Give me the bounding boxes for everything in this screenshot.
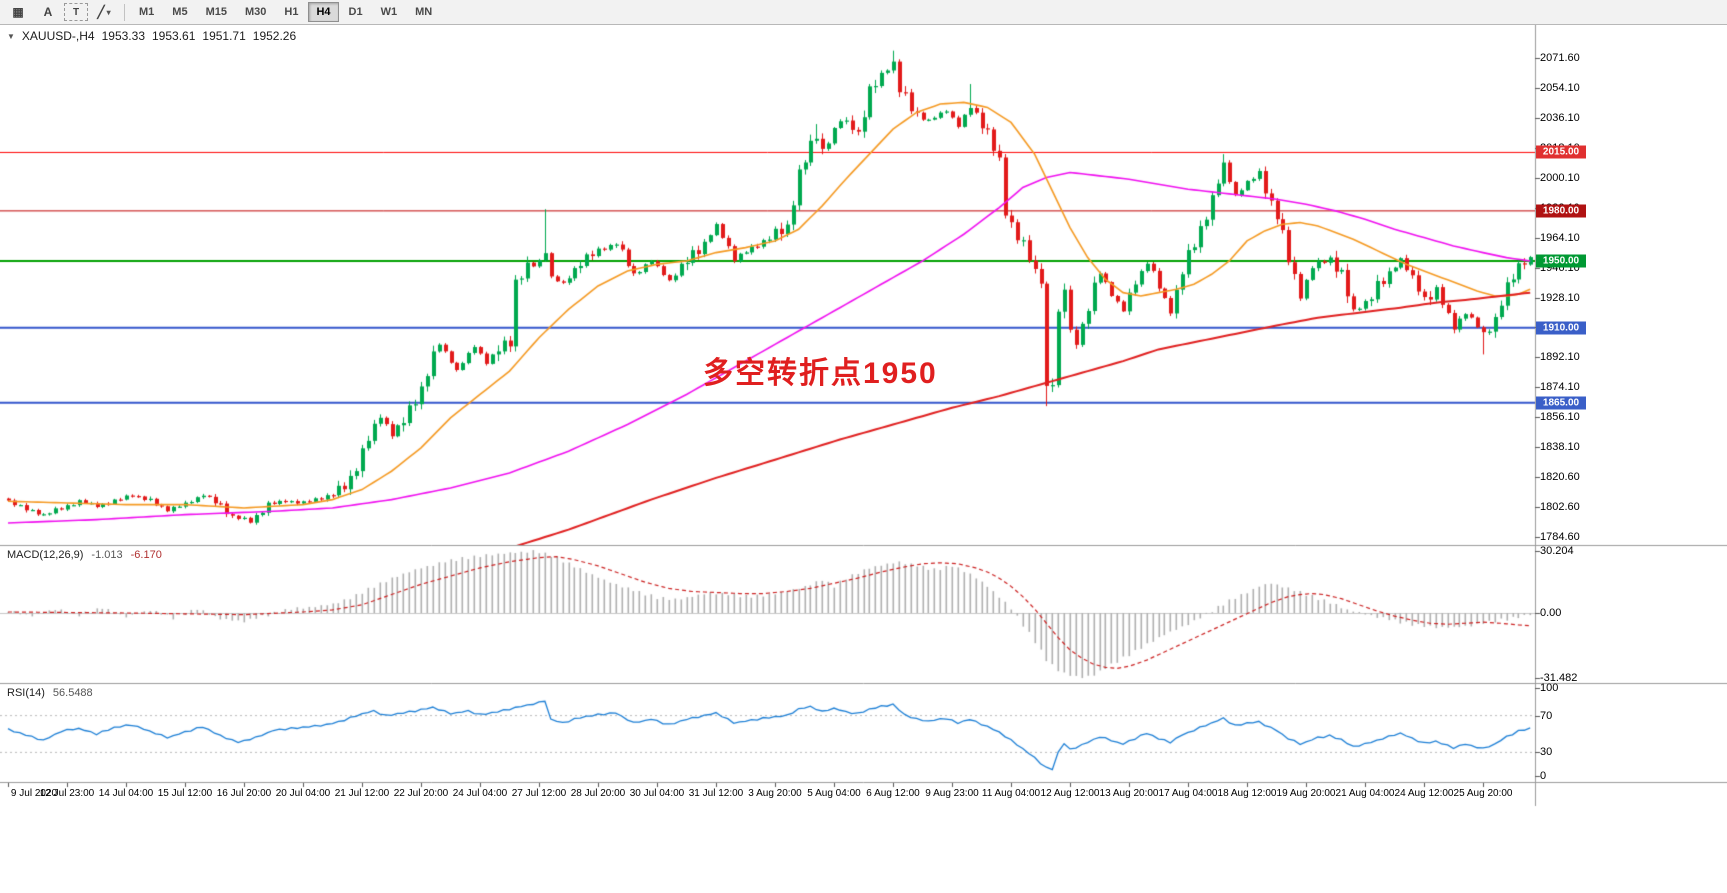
chart-annotation-text[interactable]: 多空转折点1950 <box>703 357 938 390</box>
time-axis-label: 17 Aug 04:00 <box>1158 788 1218 799</box>
price-axis-label: 1874.10 <box>1540 381 1580 394</box>
time-axis-label: 31 Jul 12:00 <box>688 788 744 799</box>
dropdown-caret-icon: ▾ <box>106 7 111 17</box>
timeframe-button-h1[interactable]: H1 <box>284 6 299 18</box>
macd-signal-value: -6.170 <box>130 549 162 561</box>
time-axis-label: 24 Aug 12:00 <box>1394 788 1454 799</box>
time-axis-label: 9 Jul 2020 <box>10 788 58 799</box>
timeframe-button-m30[interactable]: M30 <box>244 6 267 18</box>
grid-icon-button[interactable]: ▦ <box>12 5 24 19</box>
time-axis-label: 21 Aug 04:00 <box>1335 788 1395 799</box>
time-axis-label: 15 Jul 12:00 <box>157 788 213 799</box>
chart-tools-group: ▦ A T ╱ ▾ <box>4 2 118 23</box>
timeframe-button-d1[interactable]: D1 <box>348 6 363 18</box>
time-axis-label: 22 Jul 20:00 <box>393 788 449 799</box>
macd-indicator-label: MACD(12,26,9) -1.013 -6.170 <box>7 549 162 561</box>
macd-name: MACD(12,26,9) <box>7 549 84 561</box>
time-axis-label: 3 Aug 20:00 <box>748 788 802 799</box>
price-line-tag[interactable]: 1910.00 <box>1536 321 1586 335</box>
time-axis-label: 12 Aug 12:00 <box>1040 788 1100 799</box>
timeframe-button-w1[interactable]: W1 <box>380 6 398 18</box>
rsi-indicator-label: RSI(14) 56.5488 <box>7 687 93 699</box>
bar-low-value: 1951.71 <box>202 29 246 43</box>
time-axis-label: 16 Jul 20:00 <box>216 788 272 799</box>
price-axis-label: 2036.10 <box>1540 111 1580 124</box>
time-axis-label: 30 Jul 04:00 <box>629 788 685 799</box>
rsi-value: 56.5488 <box>52 687 93 699</box>
chart-symbol-timeframe: XAUUSD-,H4 <box>21 29 95 43</box>
symbol-dropdown-icon[interactable]: ▼ <box>7 31 15 41</box>
time-axis-label: 18 Aug 12:00 <box>1217 788 1277 799</box>
timeframe-button-m1[interactable]: M1 <box>139 6 155 18</box>
rsi-axis-label: 100 <box>1540 682 1559 694</box>
price-axis-label: 1856.10 <box>1540 411 1580 424</box>
time-axis-label: 21 Jul 12:00 <box>334 788 390 799</box>
time-axis-label: 12 Jul 23:00 <box>39 788 95 799</box>
price-line-tag[interactable]: 1950.00 <box>1536 254 1586 268</box>
price-line-tag[interactable]: 1865.00 <box>1536 396 1586 410</box>
cursor-tool-button[interactable]: A <box>43 5 53 19</box>
toolbar: ▦ A T ╱ ▾ M1 M5 M15 M30 H1 H4 D1 W1 MN <box>0 0 1727 25</box>
rsi-name: RSI(14) <box>7 687 45 699</box>
price-axis-label: 2000.10 <box>1540 171 1580 184</box>
time-axis-label: 20 Jul 04:00 <box>275 788 331 799</box>
timeframe-group: M1 M5 M15 M30 H1 H4 D1 W1 MN <box>131 2 440 22</box>
timeframe-button-m15[interactable]: M15 <box>205 6 227 18</box>
price-axis-label: 1820.60 <box>1540 471 1580 484</box>
time-axis-label: 19 Aug 20:00 <box>1276 788 1336 799</box>
time-axis-label: 24 Jul 04:00 <box>452 788 508 799</box>
macd-axis-label: -31.482 <box>1540 671 1578 684</box>
time-axis-label: 5 Aug 04:00 <box>807 788 861 799</box>
timeframe-button-mn[interactable]: MN <box>415 6 433 18</box>
timeframe-button-h4[interactable]: H4 <box>308 2 339 22</box>
macd-axis-label: 30.204 <box>1540 545 1574 558</box>
price-axis-label: 1964.10 <box>1540 231 1580 244</box>
rsi-axis-label: 70 <box>1540 709 1553 722</box>
time-axis-label: 9 Aug 23:00 <box>925 788 979 799</box>
time-axis-label: 25 Aug 20:00 <box>1453 788 1513 799</box>
time-axis-label: 11 Aug 04:00 <box>981 788 1041 799</box>
time-axis-label: 27 Jul 12:00 <box>511 788 567 799</box>
macd-main-value: -1.013 <box>91 549 123 561</box>
time-axis-label: 28 Jul 20:00 <box>570 788 626 799</box>
price-axis-label: 1802.60 <box>1540 501 1580 514</box>
bar-high-value: 1953.61 <box>152 29 196 43</box>
time-axis-label: 14 Jul 04:00 <box>98 788 154 799</box>
price-axis-label: 1784.60 <box>1540 531 1580 543</box>
timeframe-button-m5[interactable]: M5 <box>172 6 188 18</box>
toolbar-separator <box>124 3 125 21</box>
price-axis-label: 1928.10 <box>1540 291 1580 304</box>
price-axis-label: 1838.10 <box>1540 441 1580 454</box>
price-axis-label: 2054.10 <box>1540 81 1580 94</box>
price-axis-label: 2071.60 <box>1540 52 1580 64</box>
time-axis-label: 13 Aug 20:00 <box>1099 788 1159 799</box>
text-tool-button[interactable]: T <box>64 3 88 21</box>
macd-axis-label: 0.00 <box>1540 607 1562 619</box>
price-axis-label: 1892.10 <box>1540 351 1580 364</box>
time-axis-label: 6 Aug 12:00 <box>866 788 920 799</box>
rsi-axis-label: 0 <box>1540 770 1547 782</box>
chart-header: ▼ XAUUSD-,H4 1953.33 1953.61 1951.71 195… <box>7 29 296 43</box>
bar-close-value: 1952.26 <box>252 29 297 43</box>
price-line-tag[interactable]: 2015.00 <box>1536 145 1586 159</box>
shapes-dropdown-button[interactable]: ╱ ▾ <box>97 5 111 19</box>
price-line-tag[interactable]: 1980.00 <box>1536 204 1586 218</box>
rsi-axis-label: 30 <box>1540 746 1553 759</box>
bar-open-value: 1953.33 <box>101 29 145 43</box>
